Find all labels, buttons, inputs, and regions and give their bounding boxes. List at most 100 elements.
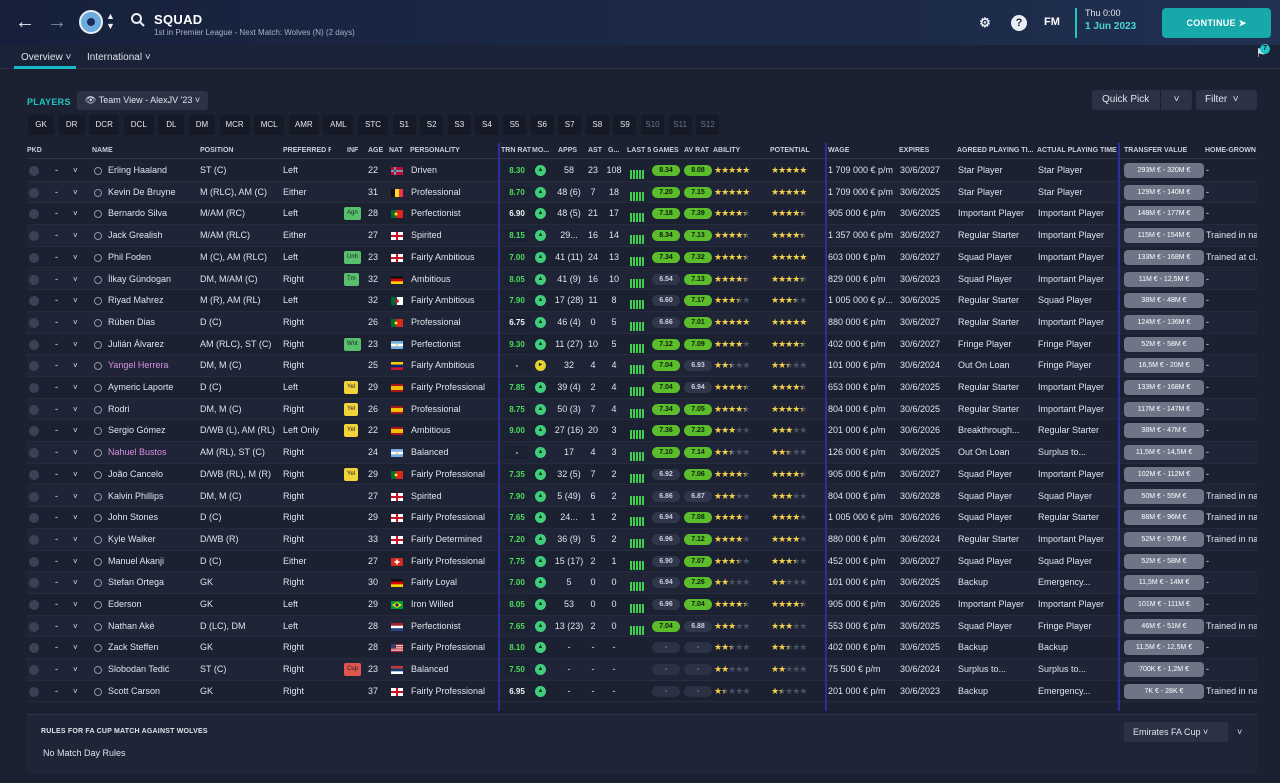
team-view-dropdown[interactable]: 👁 Team View - AlexJV '23 ˅ [77, 91, 209, 110]
table-row[interactable]: - ˅ Phil Foden M (C), AM (RLC) Left Unh 23 Fair… [27, 247, 1257, 269]
table-row[interactable]: - ˅ Manuel Akanji D (C) Either 27 Fairly Profe… [27, 551, 1257, 573]
col-ast[interactable]: AST [588, 147, 602, 154]
position-filter-dcl[interactable]: DCL [123, 115, 154, 135]
player-name[interactable]: Phil Foden [108, 251, 152, 262]
row-menu-chevron-icon[interactable]: ˅ [73, 556, 78, 566]
position-filter-amr[interactable]: AMR [288, 115, 319, 135]
row-menu-chevron-icon[interactable]: ˅ [73, 469, 78, 479]
notification-bell-icon[interactable]: ⚑ [1255, 46, 1267, 60]
table-row[interactable]: - ˅ Rúben Dias D (C) Right 26 Professional 6.75… [27, 311, 1257, 334]
player-name[interactable]: Ederson [108, 599, 142, 609]
col-apps[interactable]: APPS [558, 147, 578, 154]
position-filter-s11[interactable]: S11 [668, 115, 692, 135]
nationality-flag-icon[interactable] [391, 470, 403, 479]
nationality-flag-icon[interactable] [391, 253, 403, 262]
col-foot[interactable]: PREFERRED F... [283, 147, 331, 154]
col-ability[interactable]: ABILITY [713, 147, 741, 154]
nationality-flag-icon[interactable] [391, 297, 403, 306]
table-row[interactable]: - ˅ Ederson GK Left 29 Iron Willed 8.05 ▲ 53 0 0 6.9… [27, 594, 1257, 616]
col-avrat[interactable]: AV RAT [684, 147, 710, 154]
table-row[interactable]: - ˅ Scott Carson GK Right 37 Fairly Profession… [27, 681, 1257, 703]
search-icon[interactable] [130, 12, 146, 28]
row-menu-chevron-icon[interactable]: ˅ [73, 383, 78, 392]
club-crest-icon[interactable] [79, 10, 103, 34]
table-row[interactable]: - ˅ Jack Grealish M/AM (RLC) Either 27 Spirite… [27, 225, 1257, 247]
player-name[interactable]: Kalvin Phillips [108, 490, 164, 501]
nationality-flag-icon[interactable] [391, 644, 403, 653]
nationality-flag-icon[interactable] [391, 687, 403, 696]
row-menu-chevron-icon[interactable]: ˅ [73, 252, 78, 262]
player-name[interactable]: Sergio Gómez [108, 425, 166, 436]
position-filter-s9[interactable]: S9 [613, 115, 637, 135]
row-menu-chevron-icon[interactable]: ˅ [73, 665, 78, 675]
club-switch-chevron-icon[interactable]: ▲ ▼ [106, 11, 115, 31]
row-menu-chevron-icon[interactable]: ˅ [73, 491, 78, 501]
player-name[interactable]: Yangel Herrera [108, 360, 169, 371]
row-menu-chevron-icon[interactable]: ˅ [73, 231, 78, 241]
player-name[interactable]: Manuel Akanji [108, 555, 165, 566]
player-name[interactable]: Bernardo Silva [108, 208, 168, 219]
table-row[interactable]: - ˅ Zack Steffen GK Right 28 Fairly Profession… [27, 637, 1257, 660]
row-menu-chevron-icon[interactable]: ˅ [73, 600, 78, 609]
picked-indicator[interactable] [29, 187, 39, 198]
picked-indicator[interactable] [29, 361, 39, 372]
picked-indicator[interactable] [29, 469, 39, 480]
picked-indicator[interactable] [29, 274, 39, 285]
player-name[interactable]: John Stones [108, 512, 159, 523]
col-age[interactable]: AGE [368, 147, 384, 154]
quick-pick-chevron-icon[interactable]: ˅ [1160, 90, 1192, 110]
nationality-flag-icon[interactable] [391, 275, 403, 284]
tab-overview[interactable]: Overview ˅ [21, 52, 72, 63]
player-name[interactable]: Kyle Walker [108, 533, 156, 544]
player-name[interactable]: Riyad Mahrez [108, 295, 164, 306]
player-name[interactable]: Scott Carson [108, 685, 161, 696]
picked-indicator[interactable] [29, 296, 39, 307]
nationality-flag-icon[interactable] [391, 210, 403, 219]
nationality-flag-icon[interactable] [391, 167, 403, 175]
table-row[interactable]: - ˅ Aymeric Laporte D (C) Left Yel 29 Fairly Pr… [27, 377, 1257, 399]
table-row[interactable]: - ˅ Riyad Mahrez M (R), AM (RL) Left 32 Fairly… [27, 290, 1257, 312]
nationality-flag-icon[interactable] [391, 340, 403, 349]
row-menu-chevron-icon[interactable]: ˅ [73, 166, 78, 175]
player-name[interactable]: Slobodan Tedić [108, 664, 170, 675]
table-row[interactable]: - ˅ Kalvin Phillips DM, M (C) Right 27 Spirite… [27, 485, 1257, 508]
col-actual[interactable]: ACTUAL PLAYING TIME [1037, 147, 1117, 154]
row-menu-chevron-icon[interactable]: ˅ [73, 513, 78, 523]
position-filter-s5[interactable]: S5 [503, 115, 526, 135]
position-filter-dm[interactable]: DM [189, 115, 215, 135]
col-last5[interactable]: LAST 5 GAMES [627, 147, 679, 154]
continue-button[interactable]: CONTINUE ➤ [1162, 8, 1271, 38]
player-name[interactable]: Kevin De Bruyne [108, 186, 176, 197]
table-row[interactable]: - ˅ Kyle Walker D/WB (R) Right 33 Fairly Deter… [27, 528, 1257, 551]
table-row[interactable]: - ˅ Slobodan Tedić ST (C) Right Cup 23 Balanced… [27, 659, 1257, 681]
nationality-flag-icon[interactable] [391, 514, 403, 523]
row-menu-chevron-icon[interactable]: ˅ [73, 578, 78, 588]
row-menu-chevron-icon[interactable]: ˅ [73, 448, 78, 458]
position-filter-s1[interactable]: S1 [392, 115, 416, 135]
col-nat[interactable]: NAT [389, 147, 403, 154]
table-row[interactable]: - ˅ John Stones D (C) Right 29 Fairly Professi… [27, 507, 1257, 529]
position-filter-aml[interactable]: AML [323, 115, 354, 135]
picked-indicator[interactable] [29, 448, 39, 459]
nationality-flag-icon[interactable] [391, 666, 403, 675]
position-filter-s12[interactable]: S12 [696, 115, 720, 135]
position-filter-s4[interactable]: S4 [475, 115, 499, 135]
col-morale[interactable]: MO... [532, 147, 550, 154]
col-pkd[interactable]: PKD [27, 147, 42, 154]
player-name[interactable]: Stefan Ortega [108, 577, 165, 588]
position-filter-dl[interactable]: DL [158, 115, 185, 135]
col-gls[interactable]: G... [608, 147, 620, 154]
row-menu-chevron-icon[interactable]: ˅ [73, 209, 78, 219]
nationality-flag-icon[interactable] [391, 427, 403, 436]
fm-logo[interactable]: FM [1044, 16, 1060, 28]
tab-international[interactable]: International ˅ [87, 52, 151, 63]
row-menu-chevron-icon[interactable]: ˅ [73, 643, 78, 653]
table-row[interactable]: - ˅ İlkay Gündogan DM, M/AM (C) Right Tm 32 Amb… [27, 268, 1257, 291]
picked-indicator[interactable] [29, 404, 39, 415]
nationality-flag-icon[interactable] [391, 601, 403, 609]
help-icon[interactable]: ? [1011, 15, 1027, 31]
table-row[interactable]: - ˅ Sergio Gómez D/WB (L), AM (RL) Left Only… [27, 420, 1257, 443]
col-name[interactable]: NAME [92, 147, 113, 154]
player-name[interactable]: Zack Steffen [108, 642, 159, 653]
row-menu-chevron-icon[interactable]: ˅ [73, 686, 78, 696]
